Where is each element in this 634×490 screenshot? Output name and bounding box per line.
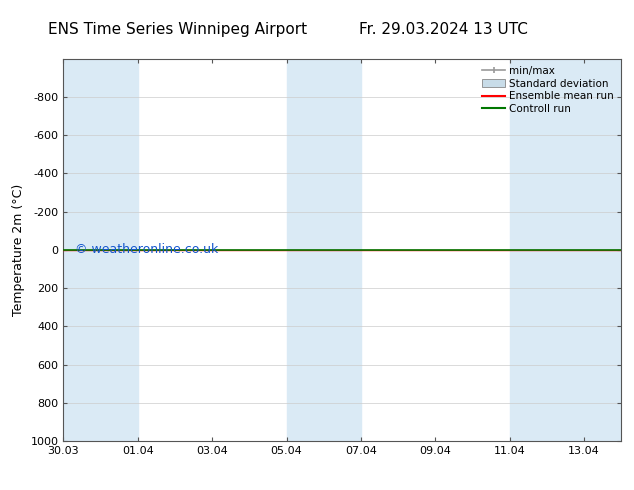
Y-axis label: Temperature 2m (°C): Temperature 2m (°C) bbox=[12, 184, 25, 316]
Text: Fr. 29.03.2024 13 UTC: Fr. 29.03.2024 13 UTC bbox=[359, 22, 528, 37]
Bar bbox=[287, 59, 361, 441]
Legend: min/max, Standard deviation, Ensemble mean run, Controll run: min/max, Standard deviation, Ensemble me… bbox=[480, 64, 616, 116]
Text: © weatheronline.co.uk: © weatheronline.co.uk bbox=[75, 244, 218, 256]
Bar bbox=[510, 59, 621, 441]
Text: ENS Time Series Winnipeg Airport: ENS Time Series Winnipeg Airport bbox=[48, 22, 307, 37]
Bar bbox=[63, 59, 138, 441]
